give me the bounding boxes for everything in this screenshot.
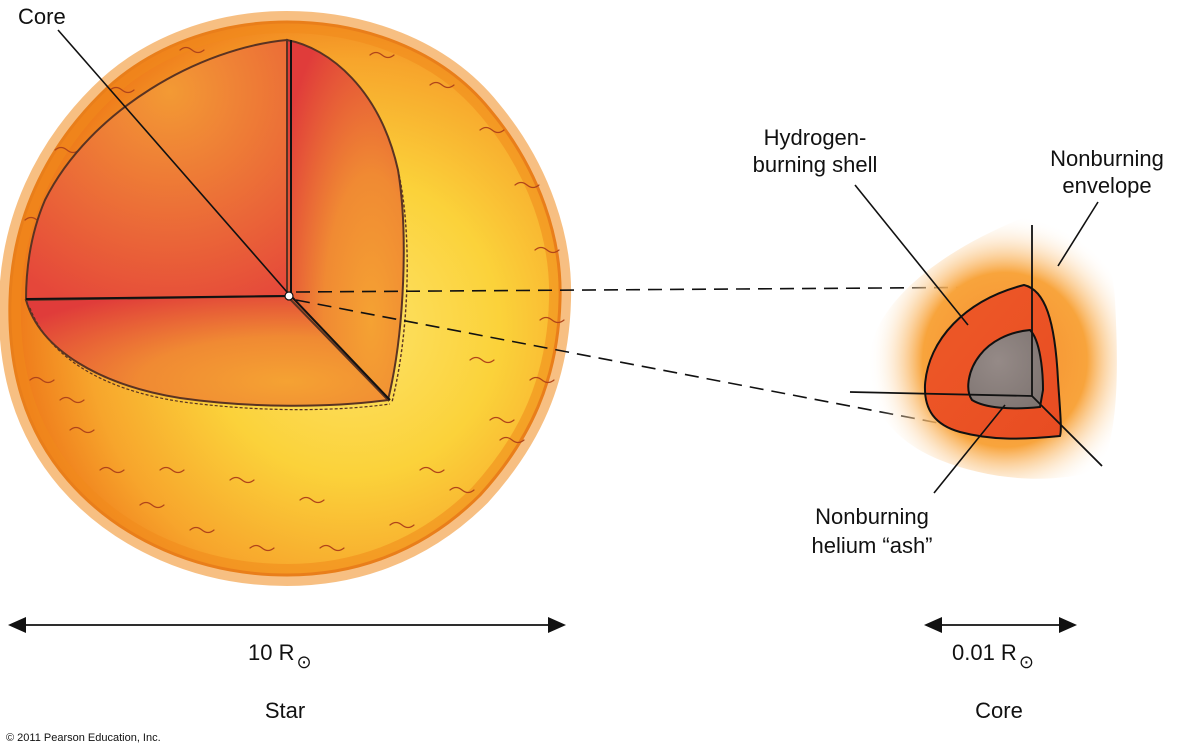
helium-ash-core: [967, 328, 1045, 410]
solar-symbol-core: ⊙: [1019, 652, 1034, 673]
cutaway-diagonal-edge: [290, 295, 391, 401]
helium-ash-label-line1: Nonburning: [815, 504, 929, 529]
star-scale-label: 10 R ⊙: [248, 640, 312, 673]
cutaway-bottom-rim: [29, 307, 391, 411]
core-label: Core: [18, 4, 66, 29]
envelope-label-line2: envelope: [1062, 173, 1151, 198]
zoom-line-upper: [295, 286, 1031, 293]
core-diagonal-edge: [1031, 395, 1103, 467]
core-scale-arrow-right: [1059, 617, 1077, 633]
hydrogen-shell-leader-line: [854, 184, 969, 326]
star-core-dot: [284, 291, 294, 301]
cutaway-horizontal-edge: [25, 295, 292, 300]
hydrogen-shell-label-line1: Hydrogen-: [764, 125, 867, 150]
core-scale-arrow-left: [924, 617, 942, 633]
core-horizontal-edge: [849, 391, 1033, 397]
core-scale-bar: [924, 617, 1077, 633]
envelope-leader-line: [1057, 201, 1099, 267]
star-caption: Star: [265, 698, 305, 723]
copyright-notice: © 2011 Pearson Education, Inc.: [6, 732, 161, 744]
core-leader-line: [57, 29, 288, 293]
star-scale-arrow-left: [8, 617, 26, 633]
cutaway-bottom-face: [24, 294, 391, 407]
zoom-line-lower: [295, 299, 976, 431]
helium-ash-leader-line: [933, 404, 1006, 494]
cutaway-rim: [391, 169, 408, 403]
star-rim-texture: [0, 10, 572, 587]
core-caption: Core: [975, 698, 1023, 723]
envelope-label-line1: Nonburning: [1050, 146, 1164, 171]
star-sphere: [0, 10, 572, 587]
solar-symbol: ⊙: [296, 652, 311, 673]
core-scale-label: 0.01 R ⊙: [952, 640, 1034, 673]
helium-ash-label-line2: helium “ash”: [811, 533, 932, 558]
star-scale-arrow-right: [548, 617, 566, 633]
magnified-core: [849, 214, 1117, 479]
star-scale-bar: [8, 617, 566, 633]
hydrogen-shell-label-line2: burning shell: [753, 152, 878, 177]
star-granulation: [24, 46, 565, 552]
cutaway-left-face: [24, 38, 288, 302]
